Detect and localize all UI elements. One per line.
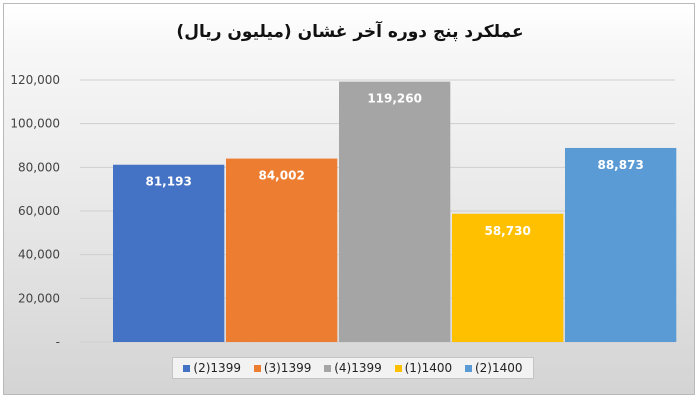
legend-item: (2)1399 <box>183 361 241 375</box>
data-label: 84,002 <box>258 169 304 183</box>
chart-title: عملکرد پنج دوره آخر غشان (میلیون ریال) <box>176 22 524 42</box>
legend-item: (1)1400 <box>394 361 453 375</box>
bar-(3)1399 <box>226 158 338 342</box>
data-label: 88,873 <box>597 158 643 172</box>
y-tick-label: 80,000 <box>18 160 60 174</box>
y-tick-label: 120,000 <box>10 73 60 87</box>
legend-item: (4)1399 <box>324 361 382 375</box>
legend-item: (3)1399 <box>253 361 312 375</box>
bar-(1)1400 <box>452 213 564 342</box>
y-tick-label: 100,000 <box>10 117 60 131</box>
data-label: 81,193 <box>145 175 191 189</box>
y-tick-label: 40,000 <box>18 248 60 262</box>
legend-label: (4)1399 <box>334 361 382 375</box>
legend-label: (2)1399 <box>193 361 241 375</box>
legend-swatch <box>253 364 261 372</box>
y-tick-label: 20,000 <box>18 291 60 305</box>
data-label: 119,260 <box>367 92 422 106</box>
bar-(4)1399 <box>339 81 451 343</box>
legend-item: (2)1400 <box>464 361 523 375</box>
bar-(2)1400 <box>565 147 677 342</box>
y-tick-label: - <box>56 335 60 349</box>
legend-label: (2)1400 <box>474 361 523 375</box>
legend-swatch <box>324 364 332 372</box>
legend-swatch <box>464 364 472 372</box>
data-label: 58,730 <box>484 224 530 238</box>
legend-swatch <box>394 364 402 372</box>
y-tick-label: 60,000 <box>18 204 60 218</box>
legend-label: (3)1399 <box>263 361 312 375</box>
chart-legend: (2)1399 (3)1399 (4)1399 (1)1400 (2)1400 <box>172 357 534 379</box>
legend-swatch <box>183 364 191 372</box>
bar-(2)1399 <box>113 164 225 342</box>
legend-label: (1)1400 <box>404 361 453 375</box>
